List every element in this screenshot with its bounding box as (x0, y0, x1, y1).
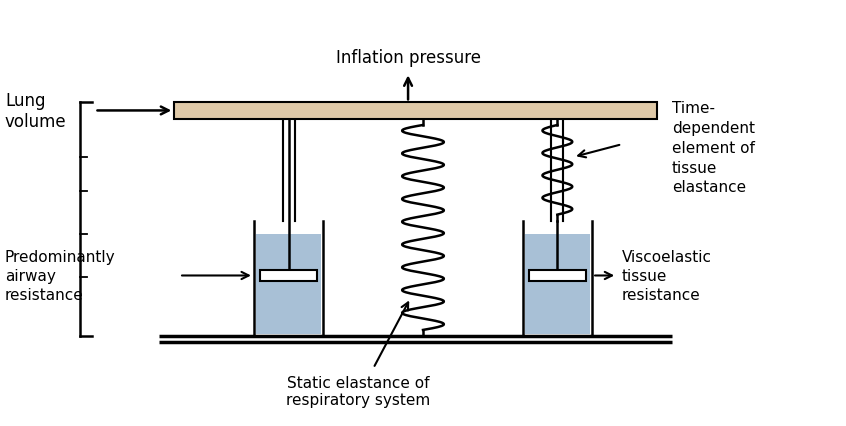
Bar (529, 271, 586, 281)
Text: Inflation pressure: Inflation pressure (336, 49, 481, 67)
Bar (256, 234, 321, 334)
Text: Viscoelastic
tissue
resistance: Viscoelastic tissue resistance (622, 250, 712, 302)
Text: Lung
volume: Lung volume (5, 92, 67, 130)
Bar (525, 234, 590, 334)
Text: Time-
dependent
element of
tissue
elastance: Time- dependent element of tissue elasta… (672, 101, 755, 195)
Bar (174, 103, 656, 119)
Text: Predominantly
airway
resistance: Predominantly airway resistance (5, 250, 116, 302)
Bar (260, 271, 317, 281)
Text: Static elastance of
respiratory system: Static elastance of respiratory system (286, 375, 431, 407)
